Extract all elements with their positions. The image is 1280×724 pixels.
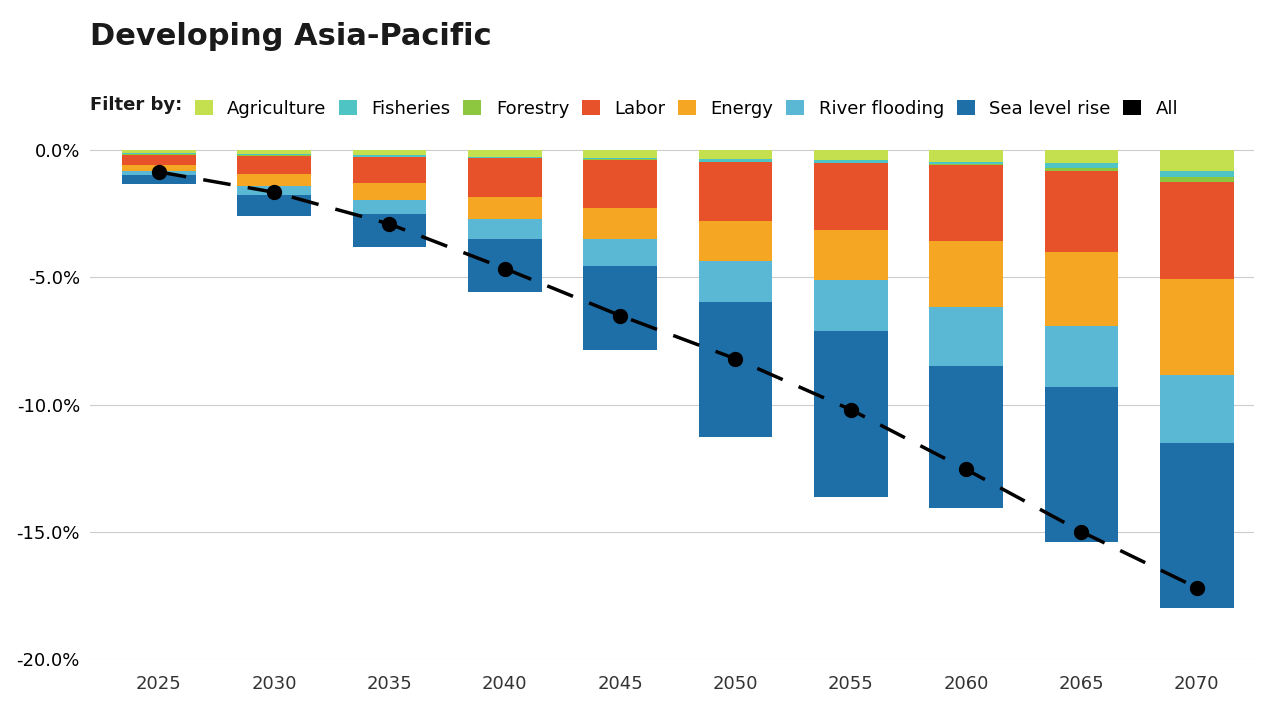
Bar [1044,171,1119,252]
Bar [352,182,426,201]
Bar [352,214,426,248]
Bar [468,156,541,158]
Bar [122,151,196,153]
Bar [468,159,541,196]
Bar [814,280,887,332]
Bar [584,266,657,350]
Bar [699,221,772,261]
Bar [237,151,311,154]
Bar [468,219,541,238]
Bar [122,175,196,184]
Bar [929,241,1004,307]
Bar [1160,151,1234,171]
Bar [352,201,426,214]
Text: Filter by:: Filter by: [90,96,182,114]
Bar [352,157,426,182]
Bar [1044,151,1119,163]
Bar [468,151,541,156]
Bar [468,196,541,219]
Bar [699,151,772,159]
Bar [584,151,657,158]
Bar [237,174,311,186]
Bar [237,186,311,195]
Bar [584,208,657,238]
Bar [1160,182,1234,279]
Bar [237,156,311,174]
Bar [1044,168,1119,171]
Bar [699,162,772,221]
Bar [122,155,196,165]
Bar [122,165,196,171]
Bar [237,154,311,156]
Bar [699,159,772,161]
Bar [352,151,426,156]
Bar [1160,279,1234,375]
Bar [122,171,196,175]
Bar [929,366,1004,508]
Bar [814,151,887,161]
Bar [584,238,657,266]
Text: Developing Asia-Pacific: Developing Asia-Pacific [90,22,492,51]
Bar [584,160,657,208]
Bar [1160,177,1234,182]
Bar [929,151,1004,161]
Bar [699,302,772,437]
Bar [814,332,887,497]
Bar [1044,163,1119,168]
Bar [468,238,541,292]
Bar [929,307,1004,366]
Bar [699,261,772,302]
Bar [584,158,657,159]
Bar [1044,252,1119,326]
Bar [814,161,887,163]
Bar [1160,375,1234,442]
Legend: Agriculture, Fisheries, Forestry, Labor, Energy, River flooding, Sea level rise,: Agriculture, Fisheries, Forestry, Labor,… [195,99,1178,117]
Bar [814,164,887,230]
Bar [929,161,1004,164]
Bar [814,230,887,280]
Bar [122,153,196,154]
Bar [1044,387,1119,542]
Bar [1160,171,1234,177]
Bar [929,165,1004,241]
Bar [1160,442,1234,608]
Bar [237,195,311,216]
Bar [1044,326,1119,387]
